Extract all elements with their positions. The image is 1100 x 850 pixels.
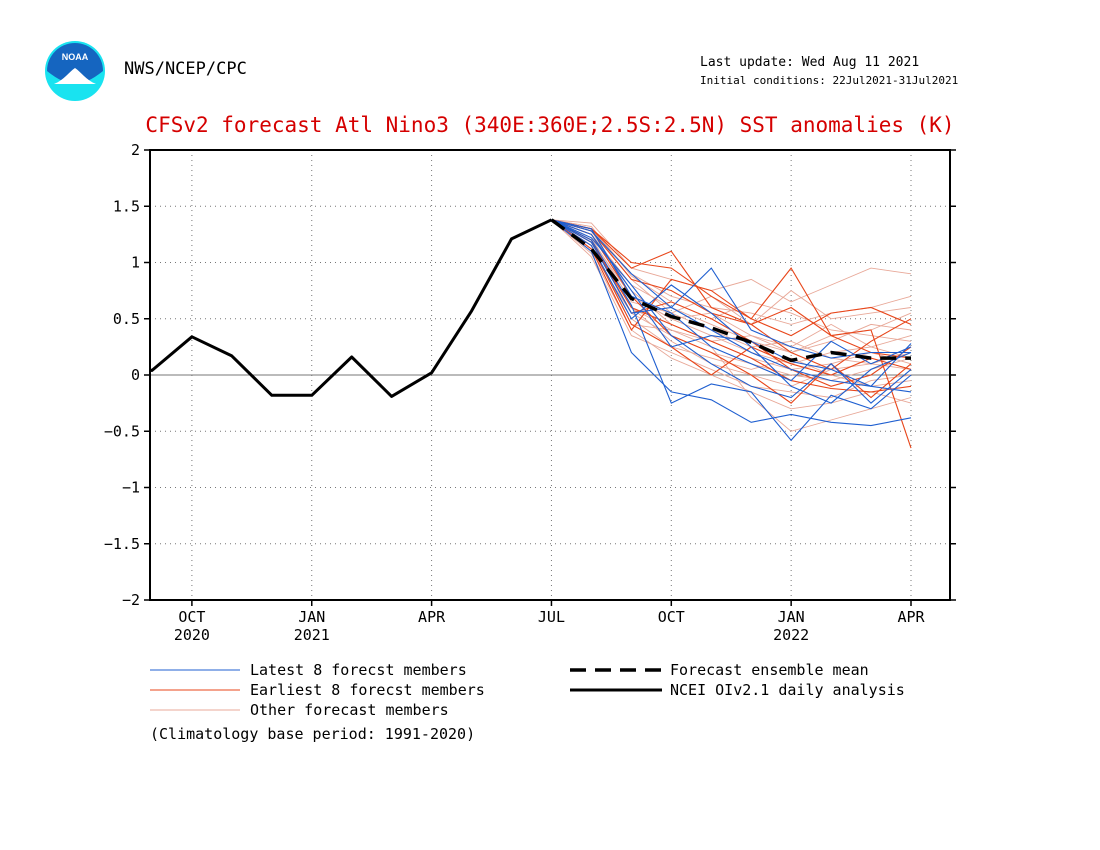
last-update-label: Last update: Wed Aug 11 2021 (700, 55, 920, 70)
x-tick-label: JAN (778, 608, 805, 626)
y-tick-label: 1 (131, 254, 140, 272)
logo-bird (54, 68, 96, 84)
legend-label-latest: Latest 8 forecst members (250, 661, 467, 679)
y-tick-label: 1.5 (113, 197, 140, 215)
other-member-line (551, 219, 912, 365)
legend-label-obs: NCEI OIv2.1 daily analysis (670, 681, 905, 699)
ensemble-mean-line (550, 218, 911, 363)
y-tick-label: −1.5 (104, 535, 140, 553)
earliest-member-line (551, 219, 912, 337)
y-tick-label: 0.5 (113, 310, 140, 328)
initial-conditions-label: Initial conditions: 22Jul2021-31Jul2021 (700, 74, 959, 87)
y-tick-label: −1 (122, 479, 140, 497)
x-tick-label: OCT (658, 608, 685, 626)
x-tick-year-label: 2020 (174, 626, 210, 644)
latest-member-line (551, 219, 912, 382)
y-tick-label: 0 (131, 366, 140, 384)
latest-member-line (551, 219, 911, 359)
legend-label-earliest: Earliest 8 forecst members (250, 681, 485, 699)
x-tick-label: APR (418, 608, 446, 626)
latest-members-layer (551, 219, 912, 442)
x-tick-year-label: 2021 (294, 626, 330, 644)
y-tick-label: −0.5 (104, 422, 140, 440)
ensemble-mean-layer (550, 218, 911, 363)
x-tick-label: JUL (538, 608, 565, 626)
earliest-member-line (551, 219, 912, 376)
latest-member-line (551, 219, 912, 404)
latest-member-line (551, 219, 912, 427)
y-tick-label: −2 (122, 591, 140, 609)
latest-member-line (551, 219, 912, 404)
logo-text: NOAA (62, 52, 89, 62)
chart-title: CFSv2 forecast Atl Nino3 (340E:360E;2.5S… (145, 113, 955, 137)
other-member-line (551, 219, 912, 410)
noaa-logo: NOAA (45, 41, 105, 101)
legend-label-mean: Forecast ensemble mean (670, 661, 869, 679)
earliest-member-line (551, 219, 912, 359)
earliest-member-line (551, 219, 912, 449)
other-member-line (551, 219, 912, 398)
x-tick-year-label: 2022 (773, 626, 809, 644)
x-tick-label: OCT (178, 608, 205, 626)
other-member-line (551, 219, 912, 365)
legend-label-other: Other forecast members (250, 701, 449, 719)
y-tick-label: 2 (131, 141, 140, 159)
observed-line (150, 218, 553, 398)
agency-label: NWS/NCEP/CPC (124, 59, 247, 79)
x-tick-label: APR (897, 608, 925, 626)
legend: Latest 8 forecst members Earliest 8 forec… (150, 661, 905, 719)
x-tick-label: JAN (298, 608, 325, 626)
logo-blue-dome (47, 43, 103, 84)
observed-layer (150, 218, 553, 398)
grid-layer (150, 150, 950, 600)
climatology-note: (Climatology base period: 1991-2020) (150, 725, 476, 743)
